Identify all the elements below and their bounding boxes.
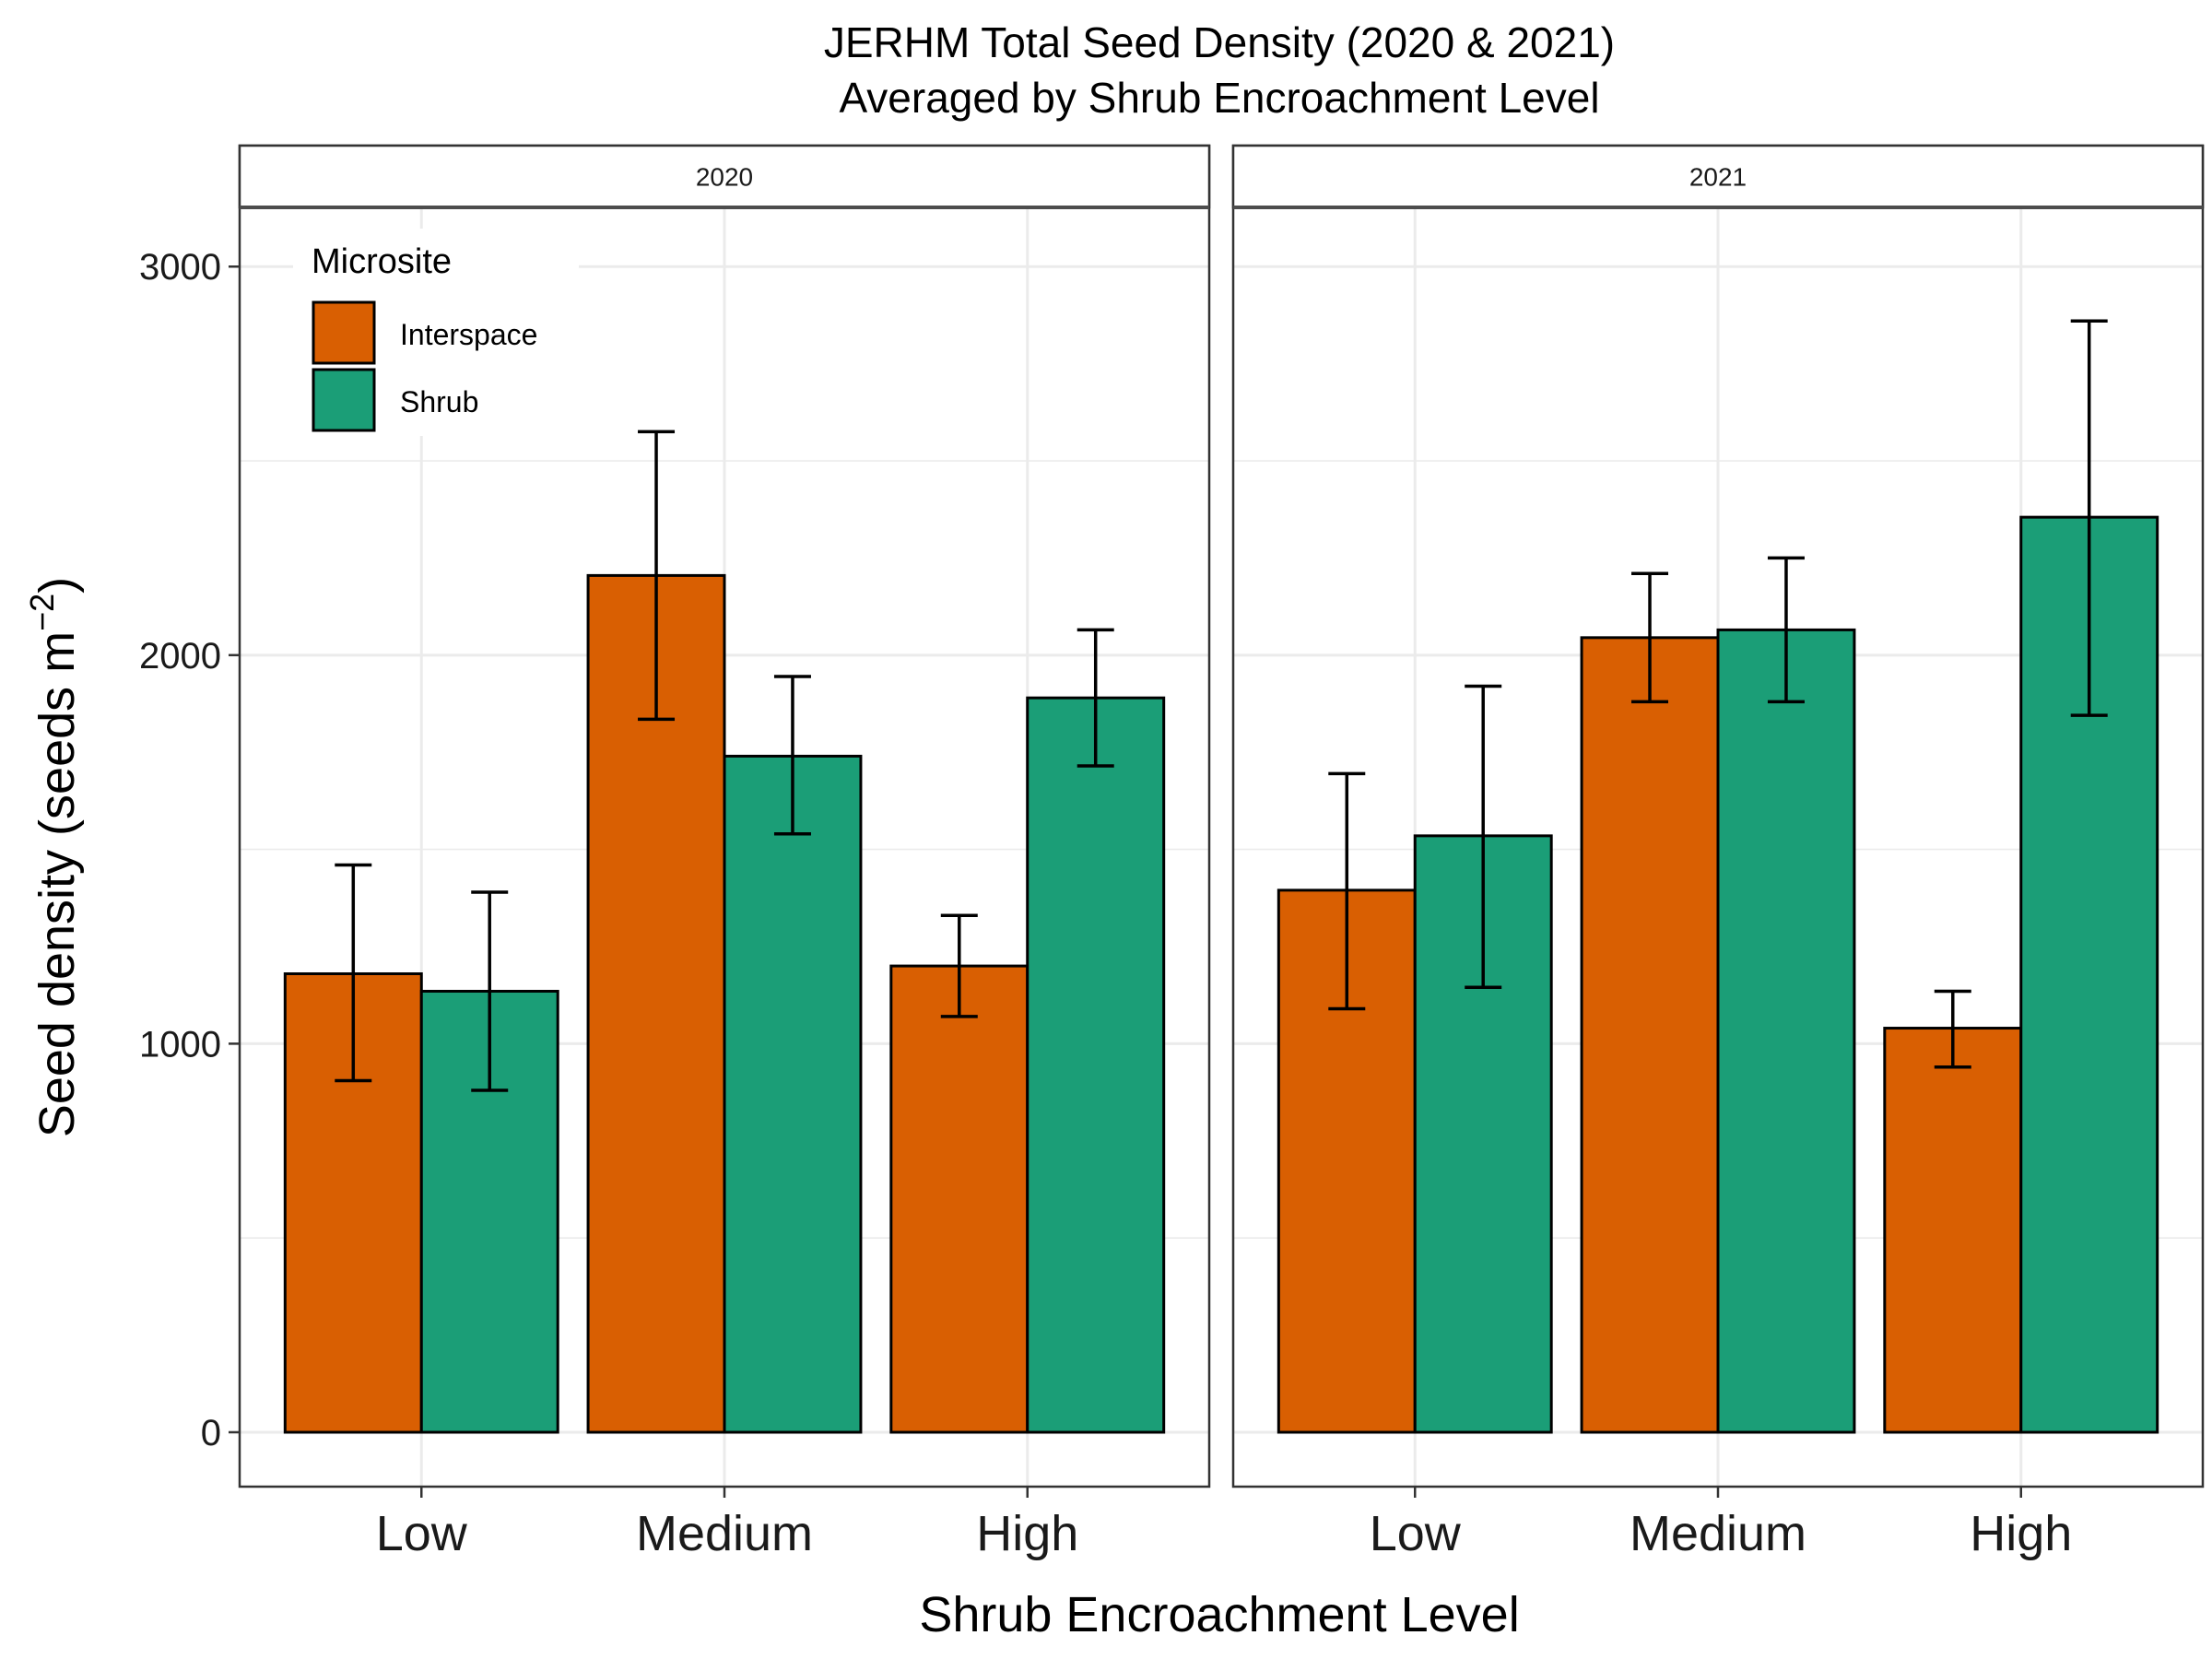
error-bar-2021-interspace-high	[1934, 989, 1971, 1069]
x-tick-label-2020-low: Low	[376, 1506, 468, 1561]
bar-2021-interspace-high	[1883, 1027, 2023, 1434]
y-tick-label-1000: 1000	[139, 1024, 221, 1065]
error-bar-2020-interspace-low	[335, 863, 372, 1083]
error-bar-2020-shrub-medium	[773, 675, 811, 836]
error-bar-2021-interspace-medium	[1631, 571, 1669, 704]
bar-2020-shrub-high	[1026, 696, 1166, 1434]
y-axis-title-exponent: −2	[23, 594, 61, 631]
facet-panel-2020: 2020 Low Medium High	[238, 144, 1211, 1561]
legend-label-shrub: Shrub	[400, 385, 478, 418]
facet-strip-label-2020: 2020	[696, 163, 753, 192]
legend-key-interspace	[312, 300, 376, 365]
y-axis-title-close: )	[29, 577, 85, 594]
error-bar-2020-interspace-high	[940, 913, 978, 1018]
legend-label-interspace: Interspace	[400, 318, 537, 351]
error-bar-2020-interspace-medium	[638, 429, 676, 722]
y-tick-label-2000: 2000	[139, 636, 221, 677]
bar-2021-interspace-medium	[1580, 636, 1720, 1434]
error-bar-2021-shrub-medium	[1767, 556, 1805, 704]
x-axis-title: Shrub Encroachment Level	[919, 1587, 1519, 1642]
x-tick-label-2021-medium: Medium	[1630, 1506, 1806, 1561]
bar-2020-shrub-medium	[723, 754, 863, 1434]
bar-2021-shrub-medium	[1716, 628, 1856, 1434]
error-bar-2021-shrub-low	[1465, 684, 1502, 990]
x-tick-label-2021-low: Low	[1370, 1506, 1462, 1561]
error-bar-2021-interspace-low	[1328, 771, 1366, 1011]
facet-panels: 2020 Low Medium High 2021 Low Medium High	[238, 144, 2205, 1561]
bar-2020-interspace-high	[889, 964, 1030, 1434]
x-tick-label-2021-high: High	[1970, 1506, 2072, 1561]
facet-panel-2021: 2021 Low Medium High	[1231, 144, 2205, 1561]
facet-strip	[238, 144, 1211, 209]
y-tick-label-0: 0	[201, 1413, 221, 1453]
legend-key-shrub	[312, 368, 376, 432]
facet-strip	[1231, 144, 2205, 209]
legend-title: Microsite	[312, 242, 452, 281]
legend: Microsite Interspace Shrub	[293, 229, 579, 436]
chart-title: JERHM Total Seed Density (2020 & 2021)	[824, 18, 1615, 66]
chart-subtitle: Averaged by Shrub Encroachment Level	[839, 74, 1599, 122]
error-bar-2021-shrub-high	[2070, 319, 2108, 717]
x-tick-label-2020-high: High	[976, 1506, 1078, 1561]
x-tick-label-2020-medium: Medium	[636, 1506, 813, 1561]
y-axis-title: Seed density (seeds m−2)	[23, 577, 85, 1137]
error-bar-2020-shrub-low	[471, 890, 509, 1092]
y-tick-label-3000: 3000	[139, 247, 221, 288]
y-axis: 0 1000 2000 3000	[139, 247, 240, 1453]
error-bar-2020-shrub-high	[1077, 628, 1114, 768]
y-axis-title-main: Seed density (seeds m	[29, 631, 85, 1137]
facet-strip-label-2021: 2021	[1689, 163, 1747, 192]
